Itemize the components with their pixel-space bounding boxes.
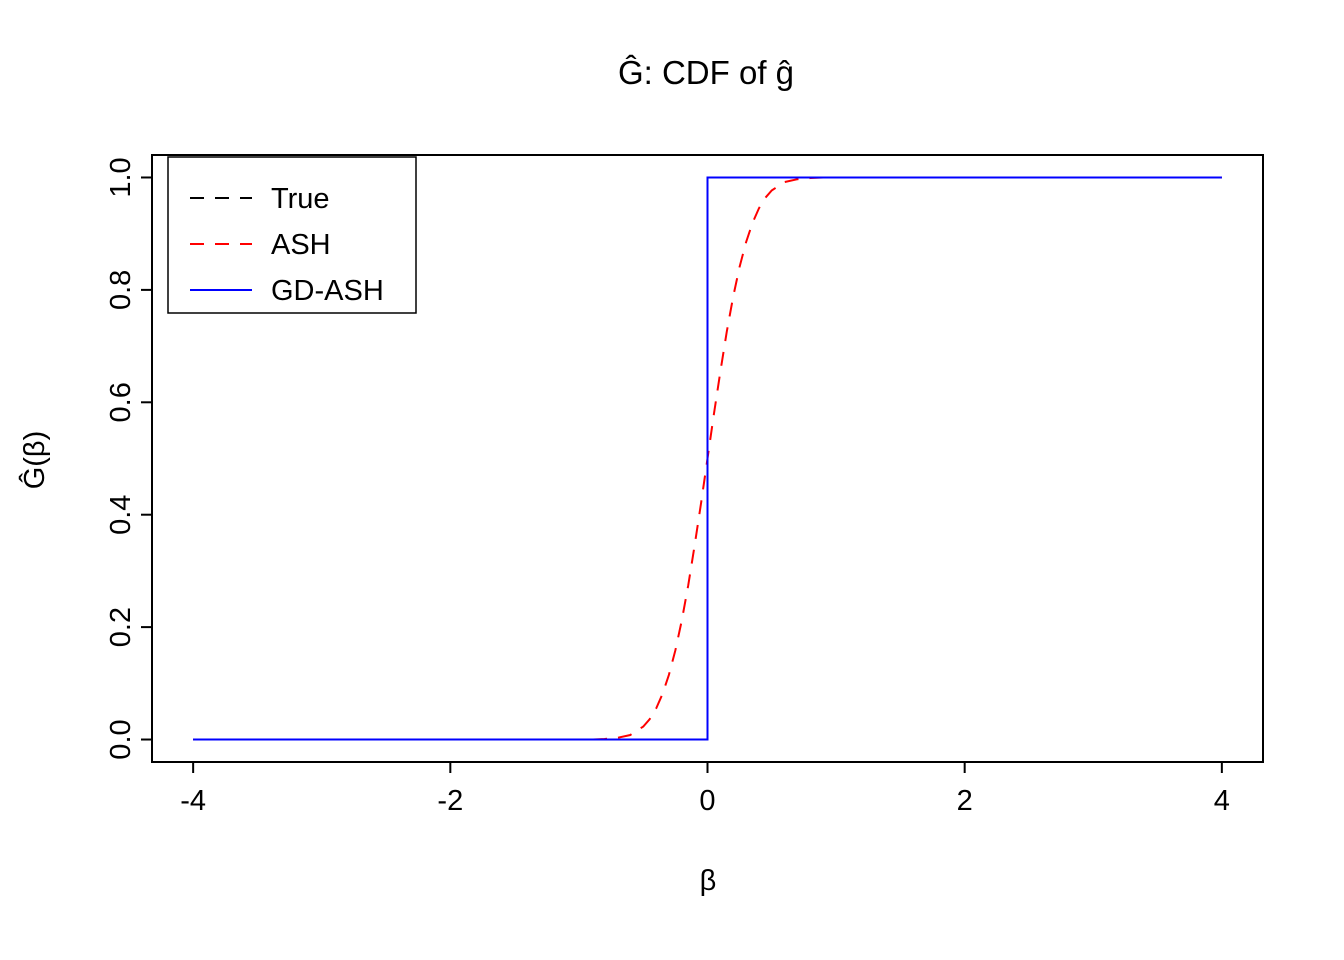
x-tick-label: -4 bbox=[180, 785, 206, 817]
y-tick-label: 1.0 bbox=[105, 157, 137, 197]
x-tick-label: -2 bbox=[437, 785, 463, 817]
legend-label-true: True bbox=[271, 183, 330, 215]
y-axis-label: Ĝ(β) bbox=[17, 431, 51, 490]
legend-label-ash: ASH bbox=[271, 229, 331, 261]
legend-box bbox=[167, 156, 417, 314]
legend-layer: True ASH GD-ASH bbox=[167, 156, 417, 314]
y-tick-label: 0.4 bbox=[105, 495, 137, 535]
series-layer bbox=[193, 176, 1222, 741]
series-gd-ash bbox=[193, 176, 1222, 741]
axes-layer: -4 -2 0 2 4 0.0 0.2 0.4 0.6 0.8 1.0 bbox=[105, 154, 1264, 817]
legend-label-gd-ash: GD-ASH bbox=[271, 275, 384, 307]
x-tick-label: 0 bbox=[699, 785, 715, 817]
y-tick-label: 0.6 bbox=[105, 382, 137, 422]
x-tick-label: 4 bbox=[1214, 785, 1230, 817]
x-tick-label: 2 bbox=[957, 785, 973, 817]
y-tick-label: 0.8 bbox=[105, 270, 137, 310]
chart-title: Ĝ: CDF of ĝ bbox=[618, 54, 794, 91]
y-tick-label: 0.2 bbox=[105, 607, 137, 647]
y-tick-label: 0.0 bbox=[105, 719, 137, 759]
x-axis-label: β bbox=[700, 865, 717, 897]
